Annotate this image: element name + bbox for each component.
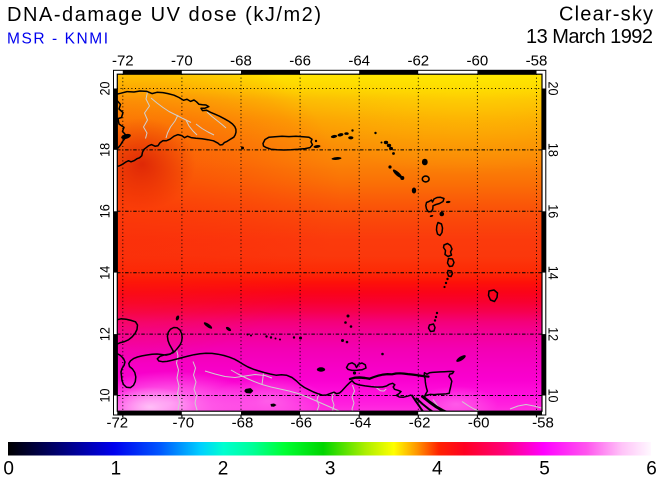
svg-text:Clear-sky: Clear-sky — [559, 4, 653, 26]
svg-text:-68: -68 — [230, 53, 252, 70]
svg-text:12: 12 — [97, 327, 113, 341]
svg-text:5: 5 — [539, 459, 550, 480]
svg-text:16: 16 — [97, 204, 113, 218]
svg-text:12: 12 — [545, 327, 561, 341]
svg-text:3: 3 — [325, 459, 336, 480]
svg-text:-62: -62 — [407, 53, 429, 70]
svg-text:0: 0 — [3, 459, 14, 480]
svg-text:-58: -58 — [526, 53, 548, 70]
svg-text:-70: -70 — [172, 415, 194, 432]
svg-text:-66: -66 — [290, 415, 312, 432]
svg-text:-72: -72 — [112, 53, 134, 70]
svg-text:-66: -66 — [289, 53, 311, 70]
svg-text:14: 14 — [545, 266, 561, 280]
svg-text:10: 10 — [545, 389, 561, 403]
svg-text:13 March 1992: 13 March 1992 — [526, 26, 653, 48]
svg-text:10: 10 — [97, 388, 113, 402]
svg-text:6: 6 — [646, 459, 657, 480]
svg-text:20: 20 — [545, 82, 561, 96]
svg-text:18: 18 — [97, 143, 113, 157]
svg-text:-60: -60 — [467, 53, 489, 70]
svg-text:-62: -62 — [409, 415, 431, 432]
svg-text:DNA-damage UV dose (kJ/m2): DNA-damage UV dose (kJ/m2) — [7, 4, 321, 26]
svg-text:-72: -72 — [106, 415, 128, 432]
svg-text:1: 1 — [111, 459, 122, 480]
svg-text:-68: -68 — [232, 415, 254, 432]
svg-text:-64: -64 — [350, 415, 372, 432]
svg-text:-64: -64 — [348, 53, 370, 70]
svg-text:14: 14 — [97, 266, 113, 280]
svg-text:16: 16 — [545, 204, 561, 218]
svg-text:18: 18 — [545, 143, 561, 157]
svg-text:20: 20 — [97, 81, 113, 95]
svg-text:2: 2 — [218, 459, 229, 480]
svg-text:-58: -58 — [532, 415, 554, 432]
svg-text:MSR - KNMI: MSR - KNMI — [7, 31, 108, 48]
svg-text:-60: -60 — [468, 415, 490, 432]
svg-text:-70: -70 — [171, 53, 193, 70]
svg-text:4: 4 — [432, 459, 443, 480]
